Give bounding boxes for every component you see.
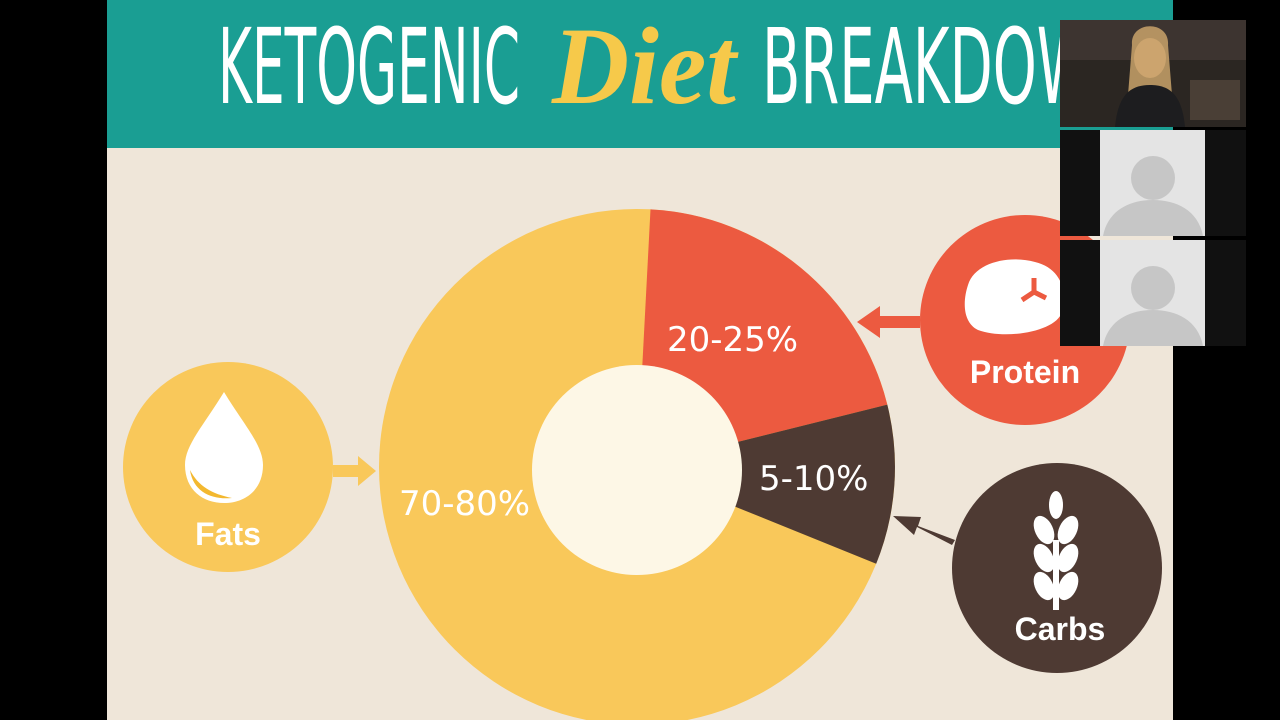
steak-bone xyxy=(1020,278,1048,303)
arrow xyxy=(893,516,955,545)
avatar-head xyxy=(1131,266,1175,310)
wheat-icon xyxy=(1033,491,1079,610)
avatar-body xyxy=(1103,200,1203,236)
wheat-stem xyxy=(1053,540,1059,610)
segment-name: Carbs xyxy=(1015,611,1106,647)
title-banner xyxy=(107,0,1173,148)
segment-name: Fats xyxy=(195,516,261,552)
wheat-grain xyxy=(1057,571,1079,601)
title-accent: Diet xyxy=(551,5,739,127)
segment-name: Protein xyxy=(970,354,1080,390)
wheat-grain xyxy=(1033,543,1055,573)
video-tile[interactable] xyxy=(1060,240,1246,346)
carbs-slice xyxy=(637,404,895,564)
wheat-grain xyxy=(1057,543,1079,573)
wheat-grain xyxy=(1033,515,1055,545)
room-furniture xyxy=(1190,80,1240,120)
arrow xyxy=(857,306,920,338)
video-tile[interactable] xyxy=(1060,130,1246,236)
share-label: 5-10% xyxy=(759,459,868,499)
avatar-body xyxy=(1103,310,1203,346)
share-label: 20-25% xyxy=(667,320,798,360)
share-label: 70-80% xyxy=(399,484,530,524)
video-tile[interactable] xyxy=(1060,20,1246,127)
wheat-grain xyxy=(1033,571,1055,601)
arrow xyxy=(333,456,376,486)
wheat-grain xyxy=(1057,515,1079,545)
drop-shine xyxy=(190,470,232,499)
person-hair xyxy=(1128,26,1172,95)
wheat-grain xyxy=(1049,491,1063,519)
steak-icon xyxy=(964,259,1064,335)
person-body xyxy=(1115,85,1185,127)
drop-icon xyxy=(185,392,263,503)
title-lead: KETOGENIC xyxy=(218,6,520,128)
donut-hole xyxy=(532,365,742,575)
avatar-head xyxy=(1131,156,1175,200)
